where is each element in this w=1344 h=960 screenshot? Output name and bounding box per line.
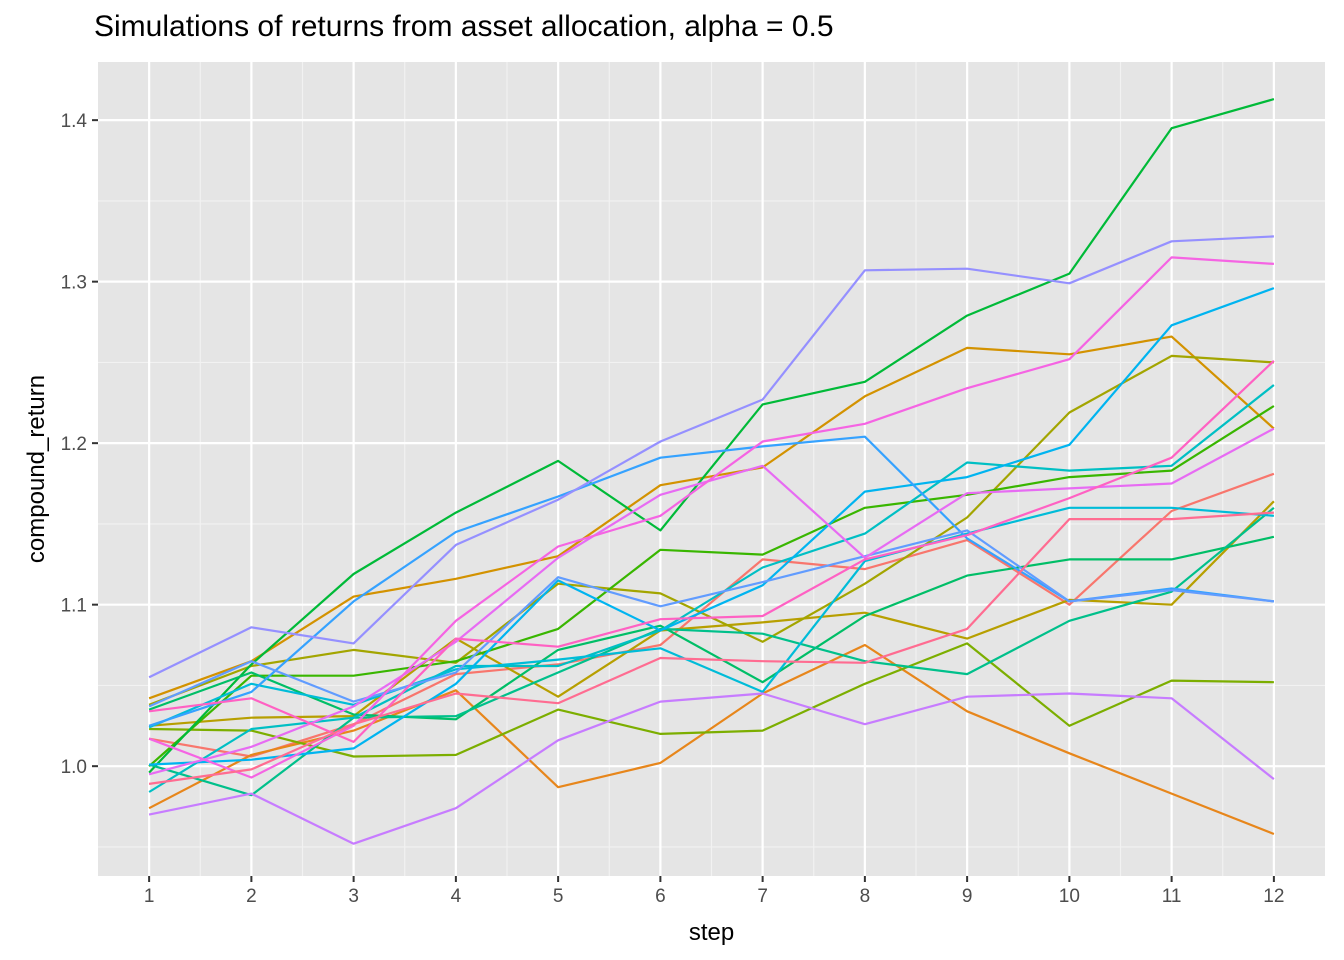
axes-group: 1 2 3 4 5 6 7 8 9 10 11 121.01.11.21.31.4: [61, 111, 1285, 907]
x-tick-label: 12: [1263, 886, 1284, 907]
grid-major: [98, 62, 1325, 876]
x-tick-label: 2: [246, 886, 257, 907]
y-tick-label: 1.2: [61, 434, 87, 455]
series-line-9: [148, 535, 1275, 721]
series-line-8: [148, 98, 1275, 774]
chart-title: Simulations of returns from asset alloca…: [94, 10, 834, 43]
y-tick-label: 1.1: [61, 596, 87, 617]
series-line-3: [148, 335, 1275, 700]
x-tick-label: 8: [860, 886, 871, 907]
x-tick-label: 11: [1162, 886, 1182, 907]
y-axis-title: compound_return: [23, 375, 50, 563]
x-tick-label: 4: [451, 886, 462, 907]
series-line-11: [148, 384, 1275, 793]
series-group: [148, 98, 1275, 845]
series-line-20: [148, 360, 1275, 744]
x-tick-label: 9: [962, 886, 973, 907]
x-tick-label: 6: [655, 886, 666, 907]
series-line-12: [148, 506, 1274, 729]
x-tick-label: 5: [553, 886, 564, 907]
y-tick-label: 1.0: [61, 757, 87, 778]
x-axis-title: step: [689, 919, 734, 946]
y-tick-label: 1.4: [61, 111, 88, 132]
series-line-21: [148, 511, 1274, 785]
series-line-16: [148, 235, 1274, 679]
x-tick-label: 3: [348, 886, 359, 907]
series-line-18: [148, 427, 1275, 776]
series-line-6: [149, 642, 1274, 758]
series-line-17: [148, 692, 1275, 845]
x-tick-label: 10: [1059, 886, 1080, 907]
series-line-15: [148, 529, 1275, 708]
series-line-13: [149, 287, 1275, 766]
y-tick-label: 1.3: [61, 273, 87, 294]
x-tick-label: 7: [757, 886, 768, 907]
series-line-7: [148, 405, 1275, 768]
x-tick-label: 1: [144, 886, 155, 907]
